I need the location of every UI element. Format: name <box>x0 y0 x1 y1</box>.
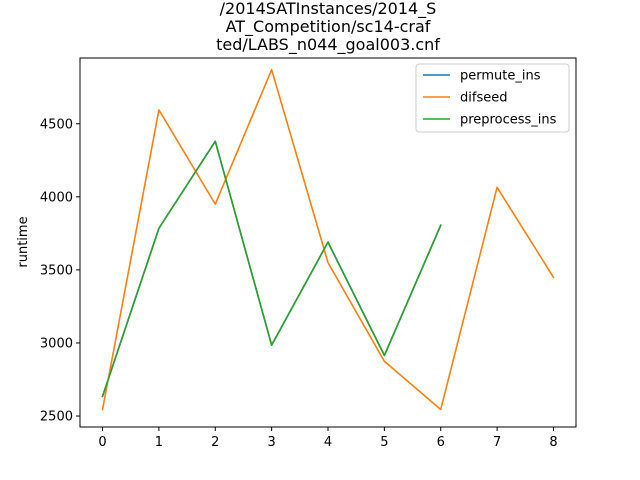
legend-frame <box>415 63 570 133</box>
x-tick-label: 0 <box>98 435 106 450</box>
chart-title-line-1: /2014SATInstances/2014_S <box>220 0 437 19</box>
series-layer <box>101 68 555 411</box>
x-tick-label: 7 <box>493 435 501 450</box>
y-tick-label: 3000 <box>40 336 73 351</box>
series-line-difseed <box>101 68 555 411</box>
legend-label: permute_ins <box>460 69 541 84</box>
series-line-preprocess-ins <box>101 140 442 398</box>
y-axis: 2500 3000 3500 4000 4500 <box>40 117 80 425</box>
y-tick-label: 4500 <box>40 117 73 132</box>
x-tick-label: 3 <box>267 435 275 450</box>
x-tick-label: 5 <box>380 435 388 450</box>
x-tick-label: 6 <box>437 435 445 450</box>
x-tick-label: 8 <box>549 435 557 450</box>
legend-label: difseed <box>460 91 507 106</box>
legend-label: preprocess_ins <box>460 113 557 128</box>
x-axis: 0 1 2 3 4 5 6 7 8 <box>98 427 558 450</box>
x-tick-label: 2 <box>211 435 219 450</box>
y-axis-label: runtime <box>16 216 31 267</box>
chart-title-line-3: ted/LABS_n044_goal003.cnf <box>216 35 440 55</box>
y-tick-label: 2500 <box>40 410 73 425</box>
x-tick-label: 1 <box>155 435 163 450</box>
y-tick-label: 4000 <box>40 190 73 205</box>
chart-title-line-2: AT_Competition/sc14-craf <box>226 17 431 37</box>
y-tick-label: 3500 <box>40 263 73 278</box>
x-tick-label: 4 <box>324 435 332 450</box>
